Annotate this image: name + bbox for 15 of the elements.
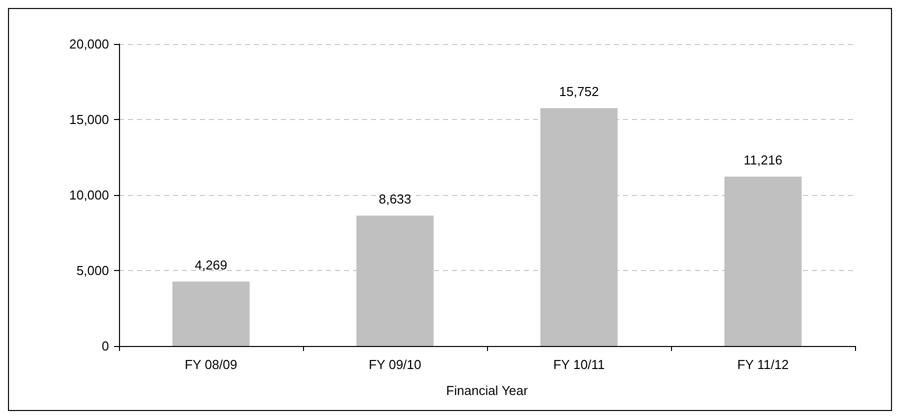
- y-tick-label: 15,000: [69, 112, 109, 127]
- x-tick-label: FY 09/10: [368, 357, 422, 372]
- data-label: 11,216: [744, 152, 782, 168]
- y-tick-label: 20,000: [69, 36, 109, 52]
- bar: [172, 282, 250, 346]
- y-tick-label: 10,000: [69, 188, 109, 202]
- x-tick-label: FY 08/09: [184, 357, 238, 372]
- x-tick-label: FY 10/11: [553, 357, 605, 372]
- x-axis-title: Financial Year: [446, 383, 529, 398]
- data-label: 4,269: [194, 258, 228, 273]
- data-label: 15,752: [559, 84, 599, 100]
- data-label: 8,633: [378, 192, 412, 207]
- y-tick-label: 0: [102, 338, 109, 354]
- y-tick-label: 5,000: [76, 263, 109, 278]
- x-tick-label: FY 11/12: [737, 357, 789, 372]
